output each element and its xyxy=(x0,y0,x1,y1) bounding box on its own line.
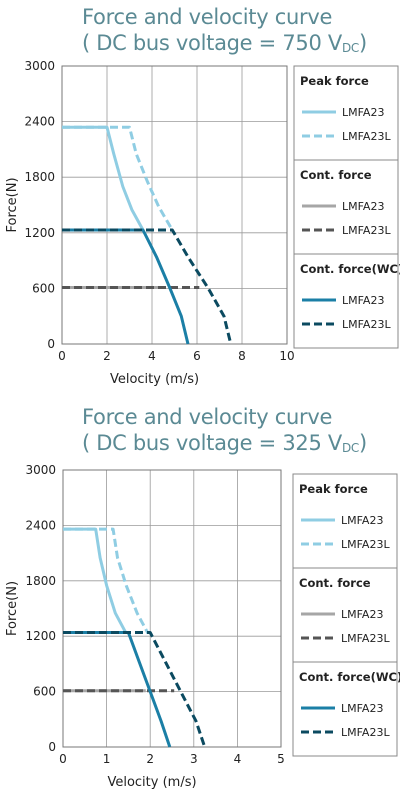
series-line xyxy=(62,125,145,231)
y-tick-label: 1800 xyxy=(25,574,56,588)
y-tick-label: 1800 xyxy=(24,170,55,184)
y-axis-label: Force(N) xyxy=(5,177,20,232)
legend: Peak force LMFA23 LMFA23L Cont. force LMFA23… xyxy=(293,65,400,349)
x-tick-label: 1 xyxy=(103,752,111,766)
chart-title-line2: ( DC bus voltage = 325 VDC) xyxy=(82,430,382,461)
x-tick-label: 4 xyxy=(148,349,156,363)
legend-group-heading: Cont. force(WC) xyxy=(300,262,400,276)
chart-title-line2-sub: DC xyxy=(341,41,359,55)
x-axis-label: Velocity (m/s) xyxy=(110,372,199,387)
chart-title: Force and velocity curve ( DC bus voltag… xyxy=(82,404,382,461)
plot-frame xyxy=(62,469,282,748)
chart-title-line2: ( DC bus voltage = 750 VDC) xyxy=(82,30,382,61)
chart-panel-325v: Force and velocity curve ( DC bus voltag… xyxy=(0,404,400,799)
x-tick-label: 6 xyxy=(193,349,201,363)
legend-group-heading: Cont. force(WC) xyxy=(299,670,400,684)
chart-title-line2-sub: DC xyxy=(341,441,359,455)
series-group xyxy=(62,125,233,345)
chart-title-line1: Force and velocity curve xyxy=(82,5,333,29)
legend-entry-label: LMFA23 xyxy=(341,514,383,527)
x-tick-label: 10 xyxy=(279,349,294,363)
y-axis-label: Force(N) xyxy=(5,581,20,636)
y-tick-label: 0 xyxy=(48,740,56,754)
grid xyxy=(62,469,282,748)
chart-title-line2-prefix: ( DC bus voltage = 325 V xyxy=(82,431,342,455)
x-tick-label: 8 xyxy=(238,349,246,363)
y-tick-label: 3000 xyxy=(25,463,56,477)
x-tick-label: 2 xyxy=(103,349,111,363)
legend-entry-label: LMFA23 xyxy=(342,294,384,307)
y-tick-label: 3000 xyxy=(24,59,55,73)
y-tick-label: 600 xyxy=(33,685,56,699)
legend-entry-label: LMFA23L xyxy=(342,224,391,237)
chart-title-line1: Force and velocity curve xyxy=(82,405,333,429)
legend-entry-label: LMFA23 xyxy=(342,200,384,213)
chart-title: Force and velocity curve ( DC bus voltag… xyxy=(82,4,382,61)
y-tick-label: 2400 xyxy=(24,115,55,129)
legend-group-heading: Cont. force xyxy=(299,576,371,590)
x-tick-label: 5 xyxy=(277,752,285,766)
y-tick-label: 600 xyxy=(32,281,55,295)
x-tick-label: 3 xyxy=(190,752,198,766)
legend-group-heading: Cont. force xyxy=(300,168,372,182)
series-group xyxy=(63,527,207,748)
legend-group-heading: Peak force xyxy=(299,482,368,496)
legend-entry-label: LMFA23 xyxy=(341,608,383,621)
legend-group-heading: Peak force xyxy=(300,74,369,88)
x-tick-label: 2 xyxy=(146,752,154,766)
y-tick-label: 1200 xyxy=(25,629,56,643)
x-tick-label: 0 xyxy=(59,752,67,766)
x-tick-label: 4 xyxy=(234,752,242,766)
chart-title-line2-prefix: ( DC bus voltage = 750 V xyxy=(82,31,342,55)
chart-title-line2-suffix: ) xyxy=(359,31,367,55)
y-tick-label: 2400 xyxy=(25,518,56,532)
chart-title-line2-suffix: ) xyxy=(359,431,367,455)
chart-panel-750v: Force and velocity curve ( DC bus voltag… xyxy=(0,0,400,395)
legend-entry-label: LMFA23L xyxy=(341,632,390,645)
x-axis-label: Velocity (m/s) xyxy=(107,775,196,790)
series-line xyxy=(62,228,233,345)
x-tick-label: 0 xyxy=(58,349,66,363)
legend-entry-label: LMFA23L xyxy=(342,318,391,331)
plot-frame xyxy=(61,65,288,345)
legend-entry-label: LMFA23 xyxy=(341,702,383,715)
y-tick-label: 0 xyxy=(47,337,55,351)
series-line xyxy=(63,631,207,748)
chart-svg-750v: 0 2 4 6 8 10 0 600 1200 1800 2400 3000 Velocity (m/s… xyxy=(5,59,400,387)
legend-entry-label: LMFA23L xyxy=(341,538,390,551)
chart-svg-325v: 0 1 2 3 4 5 0 600 1200 1800 2400 3000 Velocity (m/s)… xyxy=(5,463,400,790)
legend-entry-label: LMFA23L xyxy=(342,130,391,143)
legend: Peak force LMFA23 LMFA23L Cont. force LMFA23… xyxy=(292,473,400,757)
legend-entry-label: LMFA23L xyxy=(341,726,390,739)
legend-entry-label: LMFA23 xyxy=(342,106,384,119)
y-tick-label: 1200 xyxy=(24,226,55,240)
series-line xyxy=(63,527,150,635)
series-line xyxy=(62,125,174,231)
